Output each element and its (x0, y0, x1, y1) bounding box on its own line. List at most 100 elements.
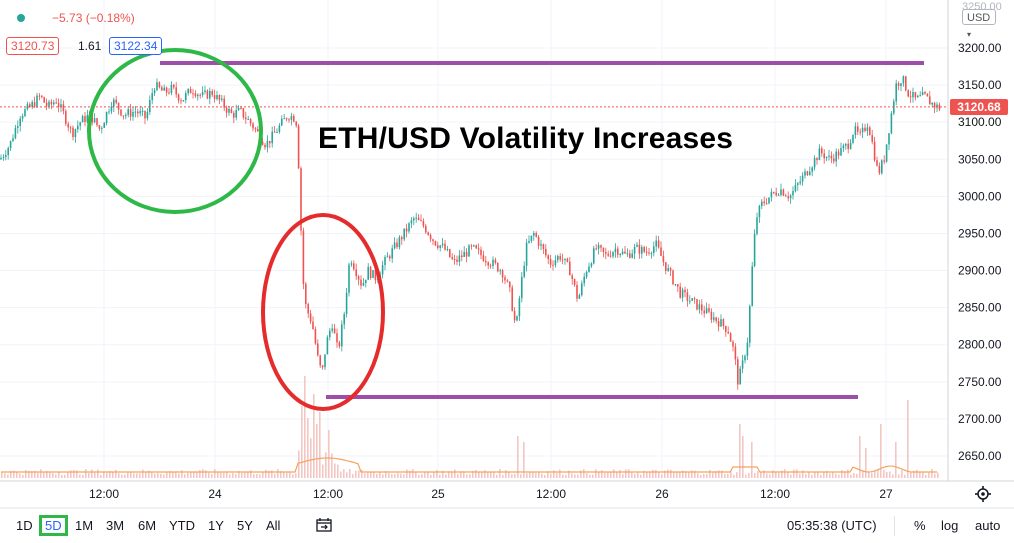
candle-body (228, 108, 230, 113)
volume-bar (118, 473, 120, 478)
candle-body (235, 110, 237, 118)
candle-body (17, 125, 19, 128)
candle-body (65, 111, 67, 124)
volume-bar (211, 474, 213, 478)
x-tick-label: 26 (655, 487, 669, 501)
volume-bar (661, 474, 663, 478)
candle-body (729, 333, 732, 342)
timeframe-3m[interactable]: 3M (106, 518, 125, 533)
candle-body (698, 304, 701, 310)
volume-bar (925, 474, 927, 478)
candle-body (645, 251, 648, 253)
auto-toggle[interactable]: auto (975, 518, 1001, 533)
candle-body (689, 300, 691, 302)
candle-body (29, 104, 31, 108)
log-toggle[interactable]: log (941, 518, 959, 533)
candle-body (439, 245, 441, 248)
volume-bar (190, 472, 192, 478)
candle-body (329, 330, 331, 338)
compare-range-icon[interactable] (316, 518, 332, 532)
candle-body (192, 93, 194, 95)
candle-body (12, 138, 14, 142)
volume-bar (820, 474, 822, 478)
timeframe-1y[interactable]: 1Y (208, 518, 224, 533)
candle-body (295, 121, 297, 126)
volume-bar (289, 472, 291, 478)
volume-bar (577, 474, 579, 478)
volume-bar (412, 469, 414, 478)
volume-bar (370, 471, 372, 478)
volume-bar (439, 474, 441, 478)
candle-body (895, 83, 897, 102)
candle-body (480, 249, 482, 256)
candle-body (60, 104, 62, 108)
candle-body (513, 310, 516, 321)
volume-bar (193, 472, 195, 478)
candle-body (343, 313, 345, 325)
volume-bar (274, 473, 276, 478)
timeframe-all[interactable]: All (266, 518, 281, 533)
candle-body (348, 264, 350, 293)
candle-body (271, 131, 273, 144)
volume-bar (907, 400, 909, 478)
volume-bar (154, 473, 156, 478)
volume-bar (709, 469, 711, 478)
percent-toggle[interactable]: % (914, 518, 926, 533)
candle-body (453, 259, 456, 261)
volume-bar (394, 474, 396, 478)
bid-price-box[interactable]: 3120.73 (6, 37, 60, 55)
volume-bar (895, 442, 897, 478)
candle-body (537, 236, 540, 246)
timeframe-6m[interactable]: 6M (138, 518, 157, 533)
candle-body (57, 103, 60, 108)
timeframe-1d[interactable]: 1D (16, 518, 33, 533)
candle-body (602, 247, 605, 252)
toolbar-separator (894, 516, 895, 536)
volume-bar (550, 473, 552, 478)
ask-price-box[interactable]: 3122.34 (109, 37, 163, 55)
timeframe-1m[interactable]: 1M (75, 518, 94, 533)
candle-body (705, 308, 708, 314)
timeframe-5d[interactable]: 5D (39, 515, 68, 536)
gear-icon[interactable] (975, 486, 991, 502)
candle-body (125, 114, 127, 117)
volume-bar (112, 471, 114, 478)
candle-body (278, 125, 281, 133)
candle-body (144, 110, 146, 119)
volume-bar (235, 474, 237, 478)
candle-body (605, 251, 607, 254)
volume-bar (571, 473, 573, 478)
volume-bar (58, 472, 60, 478)
volume-bar (865, 448, 867, 478)
candle-body (669, 268, 672, 271)
timeframe-ytd[interactable]: YTD (169, 518, 195, 533)
y-tick-label: 3200.00 (958, 41, 1002, 55)
candle-body (789, 195, 792, 199)
candle-body (665, 262, 667, 271)
volume-bar (319, 412, 321, 478)
volume-bar (901, 469, 903, 478)
volume-bar (445, 474, 447, 478)
y-tick-label: 2950.00 (958, 226, 1002, 240)
volume-bar (340, 471, 342, 478)
candle-body (276, 132, 278, 134)
volume-bar (817, 471, 819, 478)
volume-bar (460, 471, 462, 478)
candle-body (113, 99, 115, 107)
candle-body (216, 95, 218, 99)
candle-body (693, 298, 696, 300)
candle-body (468, 245, 470, 257)
candle-body (432, 239, 434, 242)
volume-bar (427, 471, 429, 478)
currency-selector[interactable]: USD ▾ (962, 9, 996, 39)
timeframe-5y[interactable]: 5Y (237, 518, 253, 533)
utc-clock[interactable]: 05:35:38 (UTC) (787, 518, 877, 533)
candle-body (475, 245, 477, 249)
spread-value: 1.61 (78, 39, 102, 53)
candle-body (852, 134, 854, 143)
candle-body (696, 299, 698, 310)
candle-body (931, 102, 933, 105)
candle-body (331, 328, 333, 331)
volume-bar (421, 474, 423, 478)
